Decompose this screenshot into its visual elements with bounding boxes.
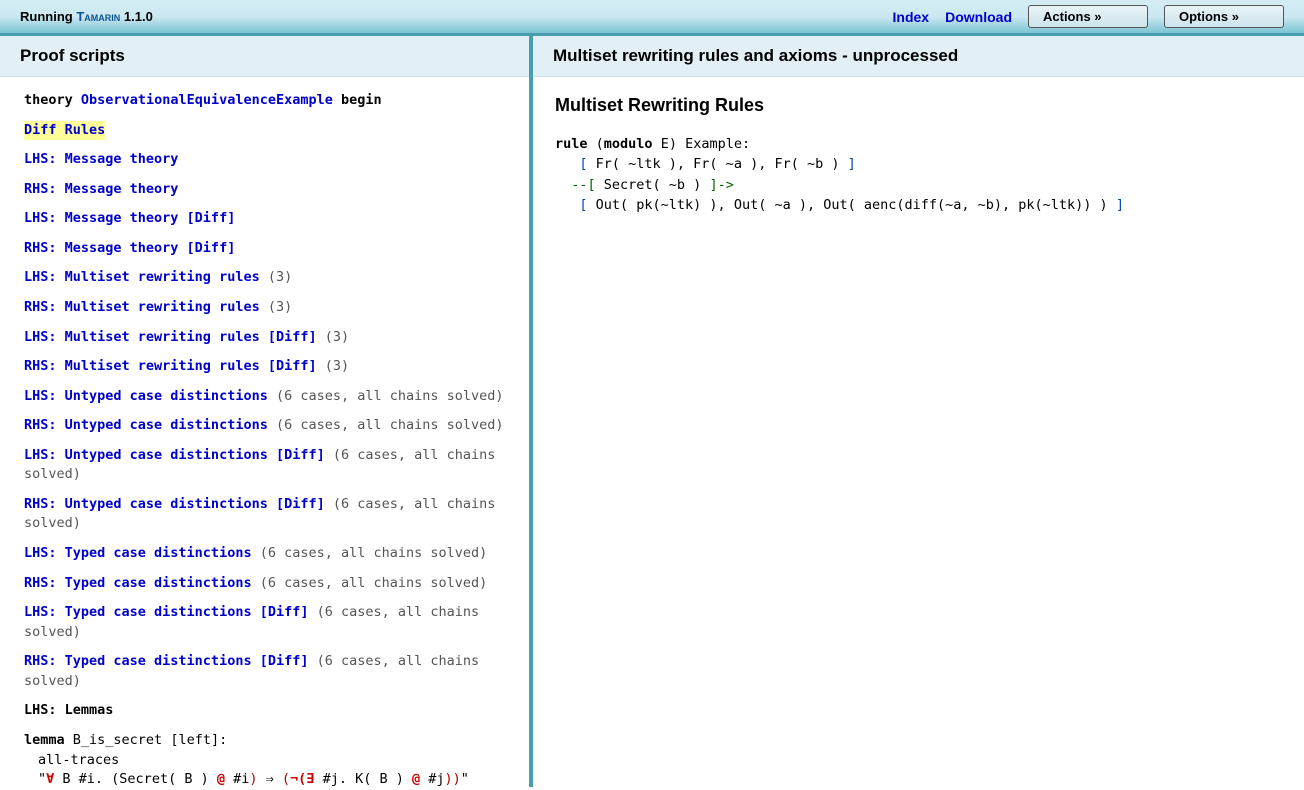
lemma-body4: #j bbox=[420, 771, 444, 787]
proof-entry: RHS: Multiset rewriting rules (3) bbox=[24, 298, 509, 318]
rule-l4a: [ bbox=[555, 197, 588, 213]
lemma-q-close: " bbox=[461, 771, 469, 787]
proof-entry-link[interactable]: LHS: Multiset rewriting rules bbox=[24, 269, 260, 285]
proof-entry-suffix: (6 cases, all chains solved) bbox=[252, 545, 488, 561]
lemma-body2: #i bbox=[225, 771, 249, 787]
actions-button[interactable]: Actions » bbox=[1028, 5, 1148, 28]
lemma-at2: @ bbox=[412, 771, 420, 787]
right-content: Multiset Rewriting Rules rule (modulo E)… bbox=[533, 77, 1304, 233]
rule-l4c: ] bbox=[1116, 197, 1124, 213]
proof-entry-suffix: (3) bbox=[260, 269, 293, 285]
rule-modulo: modulo bbox=[604, 136, 653, 152]
proof-entry: LHS: Multiset rewriting rules [Diff] (3) bbox=[24, 328, 509, 348]
top-nav: Index Download Actions » Options » bbox=[893, 5, 1284, 28]
running-text: Running bbox=[20, 9, 73, 24]
version-text: 1.1.0 bbox=[124, 9, 153, 24]
proof-entry-link[interactable]: RHS: Multiset rewriting rules [Diff] bbox=[24, 358, 317, 374]
lemma-name: B_is_secret [left]: bbox=[73, 732, 227, 748]
lemma-alltraces: all-traces bbox=[24, 751, 509, 771]
rules-heading: Multiset Rewriting Rules bbox=[555, 95, 1282, 116]
proof-entry: RHS: Typed case distinctions (6 cases, a… bbox=[24, 574, 509, 594]
left-header: Proof scripts bbox=[0, 36, 529, 77]
rule-l3a: --[ bbox=[555, 177, 596, 193]
proof-entry: RHS: Multiset rewriting rules [Diff] (3) bbox=[24, 357, 509, 377]
proof-entry-link[interactable]: RHS: Untyped case distinctions bbox=[24, 417, 268, 433]
proof-entry: LHS: Untyped case distinctions (6 cases,… bbox=[24, 387, 509, 407]
proof-entry-suffix: (6 cases, all chains solved) bbox=[268, 417, 504, 433]
diff-rules-link[interactable]: Diff Rules bbox=[24, 121, 105, 141]
proof-entry-link[interactable]: RHS: Message theory [Diff] bbox=[24, 240, 235, 256]
proof-entry-link[interactable]: RHS: Message theory bbox=[24, 181, 178, 197]
proof-entry-link[interactable]: LHS: Untyped case distinctions [Diff] bbox=[24, 447, 325, 463]
rule-l3c: ]-> bbox=[709, 177, 733, 193]
proof-entry-link[interactable]: LHS: Message theory bbox=[24, 151, 178, 167]
proof-entry-link[interactable]: LHS: Untyped case distinctions bbox=[24, 388, 268, 404]
proof-entry-link[interactable]: RHS: Typed case distinctions bbox=[24, 575, 252, 591]
lemma-block: lemma B_is_secret [left]: all-traces "∀ … bbox=[24, 731, 509, 787]
proof-entry-suffix: (6 cases, all chains solved) bbox=[252, 575, 488, 591]
lemma-formula: "∀ B #i. (Secret( B ) @ #i) ⇒ (¬(∃ #j. K… bbox=[24, 770, 509, 787]
rule-paren: ( bbox=[588, 136, 604, 152]
right-header: Multiset rewriting rules and axioms - un… bbox=[533, 36, 1304, 77]
app-name: Tamarin bbox=[76, 9, 120, 24]
begin-keyword: begin bbox=[341, 92, 382, 108]
right-pane: Multiset rewriting rules and axioms - un… bbox=[533, 36, 1304, 787]
proof-entry: RHS: Message theory bbox=[24, 180, 509, 200]
rule-rest: E) Example: bbox=[653, 136, 751, 152]
main-split: Proof scripts theory ObservationalEquiva… bbox=[0, 36, 1304, 787]
lemma-paren1: ) bbox=[249, 771, 257, 787]
rule-block: rule (modulo E) Example: [ Fr( ~ltk ), F… bbox=[555, 134, 1282, 215]
lemma-body1: B #i. (Secret( B ) bbox=[54, 771, 217, 787]
proof-entry: LHS: Message theory bbox=[24, 150, 509, 170]
proof-entry: RHS: Untyped case distinctions [Diff] (6… bbox=[24, 495, 509, 534]
theory-keyword: theory bbox=[24, 92, 73, 108]
diff-rules-entry: Diff Rules bbox=[24, 121, 509, 141]
proof-entry: RHS: Typed case distinctions [Diff] (6 c… bbox=[24, 652, 509, 691]
download-link[interactable]: Download bbox=[945, 9, 1012, 25]
rule-l2b: Fr( ~ltk ), Fr( ~a ), Fr( ~b ) bbox=[588, 156, 848, 172]
theory-name-link[interactable]: ObservationalEquivalenceExample bbox=[81, 92, 333, 108]
proof-entry: LHS: Message theory [Diff] bbox=[24, 209, 509, 229]
proof-entry-suffix: (3) bbox=[260, 299, 293, 315]
proof-entry-link[interactable]: LHS: Typed case distinctions bbox=[24, 545, 252, 561]
lemma-q-open: " bbox=[38, 771, 46, 787]
rule-l3b: Secret( ~b ) bbox=[596, 177, 710, 193]
lemma-at1: @ bbox=[217, 771, 225, 787]
proof-entry: LHS: Typed case distinctions [Diff] (6 c… bbox=[24, 603, 509, 642]
proof-entry: LHS: Untyped case distinctions [Diff] (6… bbox=[24, 446, 509, 485]
index-link[interactable]: Index bbox=[893, 9, 930, 25]
rule-l4b: Out( pk(~ltk) ), Out( ~a ), Out( aenc(di… bbox=[588, 197, 1116, 213]
left-pane: Proof scripts theory ObservationalEquiva… bbox=[0, 36, 533, 787]
proof-entry: RHS: Message theory [Diff] bbox=[24, 239, 509, 259]
running-label: Running Tamarin 1.1.0 bbox=[20, 9, 153, 24]
proof-entry-link[interactable]: RHS: Typed case distinctions [Diff] bbox=[24, 653, 308, 669]
proof-scripts-list[interactable]: theory ObservationalEquivalenceExample b… bbox=[0, 77, 529, 787]
proof-entry: RHS: Untyped case distinctions (6 cases,… bbox=[24, 416, 509, 436]
proof-entry: LHS: Multiset rewriting rules (3) bbox=[24, 268, 509, 288]
lemma-paren2: ( bbox=[282, 771, 290, 787]
proof-entry: LHS: Typed case distinctions (6 cases, a… bbox=[24, 544, 509, 564]
options-button[interactable]: Options » bbox=[1164, 5, 1284, 28]
proof-entry-link[interactable]: RHS: Untyped case distinctions [Diff] bbox=[24, 496, 325, 512]
lhs-lemmas-label: LHS: Lemmas bbox=[24, 701, 509, 721]
rule-l2c: ] bbox=[848, 156, 856, 172]
lemma-neg: ¬( bbox=[290, 771, 306, 787]
lemma-body3: #j. K( B ) bbox=[314, 771, 412, 787]
lemma-keyword: lemma bbox=[24, 732, 65, 748]
top-bar: Running Tamarin 1.1.0 Index Download Act… bbox=[0, 0, 1304, 36]
proof-entry-suffix: (3) bbox=[317, 329, 350, 345]
rule-l2a: [ bbox=[555, 156, 588, 172]
proof-entry-link[interactable]: LHS: Multiset rewriting rules [Diff] bbox=[24, 329, 317, 345]
proof-entry-link[interactable]: LHS: Message theory [Diff] bbox=[24, 210, 235, 226]
proof-entry-link[interactable]: RHS: Multiset rewriting rules bbox=[24, 299, 260, 315]
proof-entry-link[interactable]: LHS: Typed case distinctions [Diff] bbox=[24, 604, 308, 620]
lemma-paren3: )) bbox=[445, 771, 461, 787]
rule-kw: rule bbox=[555, 136, 588, 152]
proof-entry-suffix: (6 cases, all chains solved) bbox=[268, 388, 504, 404]
theory-line: theory ObservationalEquivalenceExample b… bbox=[24, 91, 509, 111]
lemma-arrow: ⇒ bbox=[258, 771, 282, 787]
proof-entry-suffix: (3) bbox=[317, 358, 350, 374]
